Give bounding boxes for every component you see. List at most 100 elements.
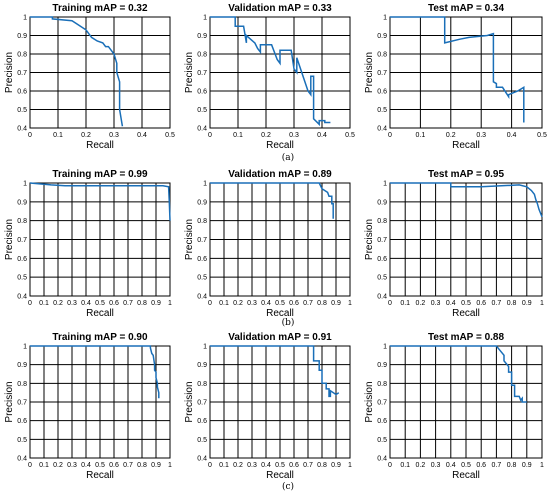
x-axis-label: Recall <box>266 470 294 481</box>
y-tick-label: 0.5 <box>17 437 27 444</box>
x-tick-label: 0.3 <box>247 462 257 469</box>
x-tick-label: 0.8 <box>317 300 327 307</box>
chart-panel-6: Test mAP = 0.95 0 0.1 0.2 0.3 0.4 0.5 0.6 0.7 0.8… <box>364 169 544 319</box>
x-axis-label: Recall <box>266 140 294 151</box>
x-tick-label: 0.9 <box>522 300 532 307</box>
panels: Training mAP = 0.32 0 0.1 0.2 0.3 0.4 0.5 0.4 0.… <box>4 3 547 481</box>
x-tick-label: 0.2 <box>53 462 63 469</box>
plot-frame <box>29 16 171 129</box>
x-tick-label: 1 <box>168 300 172 307</box>
x-tick-label: 0.1 <box>219 462 229 469</box>
y-tick-label: 0.5 <box>197 275 207 282</box>
x-tick-label: 0.8 <box>137 462 147 469</box>
pr-curve <box>210 345 340 398</box>
x-tick-label: 0 <box>388 132 392 139</box>
x-tick-label: 0.4 <box>81 300 91 307</box>
pr-curve <box>210 182 334 219</box>
x-tick-label: 0.6 <box>109 300 119 307</box>
x-tick-label: 0.5 <box>537 132 547 139</box>
y-axis-label: Precision <box>4 52 15 93</box>
x-tick-label: 0 <box>208 462 212 469</box>
y-tick-label: 0.5 <box>17 275 27 282</box>
y-tick-label: 1 <box>203 15 207 22</box>
x-tick-label: 0.6 <box>289 462 299 469</box>
chart-title: Training mAP = 0.90 <box>52 332 148 343</box>
x-tick-label: 0.9 <box>151 300 161 307</box>
x-tick-label: 1 <box>168 462 172 469</box>
y-tick-label: 0.6 <box>17 89 27 96</box>
y-tick-label: 0.9 <box>17 33 27 40</box>
y-tick-label: 0.8 <box>197 381 207 388</box>
y-tick-label: 1 <box>203 344 207 351</box>
x-tick-label: 0.2 <box>416 462 426 469</box>
x-axis-label: Recall <box>86 470 114 481</box>
x-tick-label: 0.1 <box>416 132 426 139</box>
y-tick-label: 0.7 <box>377 70 387 77</box>
y-tick-label: 1 <box>23 15 27 22</box>
pr-curve <box>30 345 160 399</box>
y-tick-label: 0.6 <box>377 89 387 96</box>
x-tick-label: 0.2 <box>446 132 456 139</box>
y-tick-label: 0.9 <box>197 199 207 206</box>
y-tick-label: 0.9 <box>17 199 27 206</box>
chart-title: Training mAP = 0.99 <box>52 169 148 180</box>
x-tick-label: 0 <box>28 132 32 139</box>
chart-panel-2: Validation mAP = 0.33 0 0.1 0.2 0.3 0.4 0.5 0.4… <box>184 3 355 151</box>
x-tick-label: 0.2 <box>416 300 426 307</box>
y-tick-label: 1 <box>23 181 27 188</box>
y-tick-label: 0.7 <box>197 400 207 407</box>
chart-panel-4: Training mAP = 0.99 0 0.1 0.2 0.3 0.4 0.5 0.6 0.… <box>4 169 172 319</box>
y-tick-label: 0.7 <box>197 70 207 77</box>
pr-curve <box>30 16 124 127</box>
y-tick-label: 0.4 <box>17 294 27 301</box>
chart-title: Test mAP = 0.34 <box>428 3 504 14</box>
x-tick-label: 0.4 <box>446 462 456 469</box>
x-tick-label: 0.1 <box>400 300 410 307</box>
y-tick-label: 0.5 <box>17 107 27 114</box>
x-tick-label: 0.5 <box>275 462 285 469</box>
y-tick-label: 0.8 <box>17 52 27 59</box>
x-tick-label: 0.1 <box>39 300 49 307</box>
chart-panel-7: Training mAP = 0.90 0 0.1 0.2 0.3 0.4 0.5 0.6 0.… <box>4 332 172 481</box>
y-tick-label: 0.8 <box>197 218 207 225</box>
x-tick-label: 0.5 <box>165 132 175 139</box>
y-tick-label: 0.7 <box>377 400 387 407</box>
plot-frame <box>29 182 171 297</box>
x-tick-label: 0.4 <box>81 462 91 469</box>
x-tick-label: 0.8 <box>507 462 517 469</box>
y-tick-label: 0.6 <box>17 418 27 425</box>
caption-a: (a) <box>282 152 294 163</box>
x-tick-label: 0.7 <box>492 462 502 469</box>
y-tick-label: 0.9 <box>197 362 207 369</box>
x-tick-label: 1 <box>348 462 352 469</box>
chart-title: Validation mAP = 0.91 <box>228 332 332 343</box>
x-tick-label: 0.2 <box>53 300 63 307</box>
x-tick-label: 0.6 <box>289 300 299 307</box>
x-tick-label: 0.5 <box>275 300 285 307</box>
pr-curve <box>390 182 543 218</box>
y-tick-label: 0.9 <box>377 33 387 40</box>
caption-b: (b) <box>282 317 295 328</box>
x-tick-label: 0.2 <box>233 300 243 307</box>
plot-frame <box>389 16 543 129</box>
y-tick-label: 0.4 <box>17 126 27 133</box>
y-tick-label: 1 <box>383 181 387 188</box>
chart-title: Test mAP = 0.95 <box>428 169 504 180</box>
pr-curve <box>390 16 525 123</box>
y-tick-label: 1 <box>383 344 387 351</box>
y-tick-label: 0.6 <box>377 256 387 263</box>
x-tick-label: 0.9 <box>522 462 532 469</box>
y-axis-label: Precision <box>364 381 375 422</box>
x-axis-label: Recall <box>452 308 480 319</box>
y-tick-label: 0.8 <box>17 218 27 225</box>
y-axis-label: Precision <box>184 219 195 260</box>
y-axis-label: Precision <box>184 52 195 93</box>
y-axis-label: Precision <box>364 52 375 93</box>
x-tick-label: 0.2 <box>81 132 91 139</box>
x-tick-label: 0.4 <box>261 300 271 307</box>
chart-title: Validation mAP = 0.89 <box>228 169 332 180</box>
x-tick-label: 0.4 <box>261 462 271 469</box>
x-tick-label: 0.9 <box>331 300 341 307</box>
x-tick-label: 0 <box>208 300 212 307</box>
chart-title: Test mAP = 0.88 <box>428 332 504 343</box>
